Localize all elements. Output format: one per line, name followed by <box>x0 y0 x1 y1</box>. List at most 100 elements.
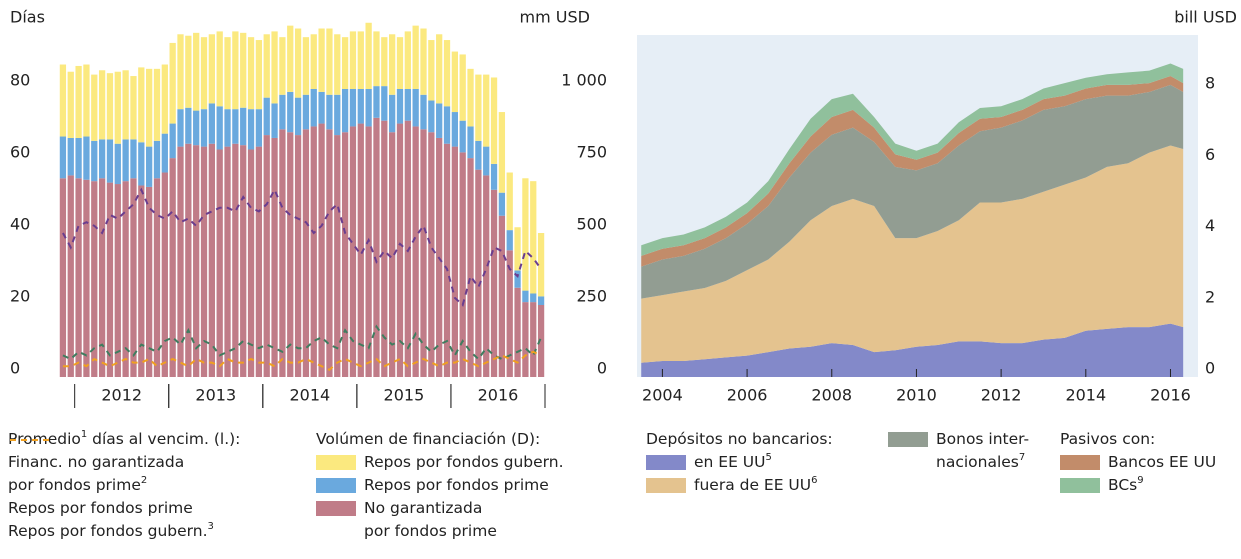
bar <box>365 89 372 127</box>
bar <box>208 34 215 104</box>
legend-title: Volúmen de financiación (D): <box>316 428 564 451</box>
bar <box>247 109 255 150</box>
line <box>62 187 542 307</box>
bar <box>279 37 286 95</box>
legend-item: Repos por fondos prime <box>8 439 240 520</box>
bar <box>216 106 223 150</box>
legend-title: Pasivos con: <box>1060 428 1216 451</box>
bar <box>483 146 490 176</box>
bar <box>373 86 380 118</box>
bar <box>177 146 184 377</box>
bar <box>232 31 239 110</box>
legend-swatch <box>1060 478 1100 493</box>
legend-label: Financ. no garantizada por fondos prime2 <box>8 451 184 497</box>
bar <box>396 37 404 89</box>
bar <box>153 178 161 377</box>
right-axis-unit: mm USD <box>520 8 590 27</box>
footnote: 7 <box>1018 452 1026 463</box>
area <box>641 75 1184 267</box>
bar <box>138 185 145 377</box>
legend-label: Repos por fondos gubern. <box>364 451 564 474</box>
x-tick-label: 2010 <box>896 386 937 405</box>
bar <box>530 302 537 377</box>
bar <box>153 68 161 141</box>
bar <box>451 146 458 377</box>
bar <box>279 129 286 377</box>
legend-label: Repos por fondos gubern.3 <box>8 520 214 543</box>
bar <box>475 140 482 170</box>
bar <box>412 25 419 89</box>
bar <box>294 135 302 377</box>
bar <box>412 126 419 377</box>
bar <box>83 64 90 137</box>
bar <box>451 112 458 147</box>
bar <box>106 139 114 183</box>
bar <box>200 37 208 110</box>
bar <box>404 89 411 121</box>
bar <box>514 287 521 377</box>
y-tick-label: 60 <box>10 143 30 162</box>
bar <box>357 123 364 377</box>
bar <box>334 94 341 136</box>
legend-title: Depósitos no bancarios: <box>646 428 833 451</box>
bar <box>326 28 333 95</box>
bar <box>91 74 98 141</box>
legend-label: Bonos inter- nacionales7 <box>936 428 1029 474</box>
bar <box>185 143 192 377</box>
area <box>641 63 1184 256</box>
left-axis-unit: Días <box>10 8 45 27</box>
bar <box>365 126 372 377</box>
x-tick-label: 2014 <box>289 386 330 405</box>
bar <box>381 86 388 121</box>
bar <box>498 112 506 193</box>
bar <box>240 107 247 146</box>
bar <box>506 230 513 251</box>
bar <box>287 132 294 377</box>
bar <box>420 94 427 130</box>
bar <box>161 133 168 173</box>
x-tick-label: 2013 <box>195 386 236 405</box>
legend-label-text: en EE UU <box>694 453 766 471</box>
bar <box>247 37 255 110</box>
bar <box>263 34 270 98</box>
bar <box>208 103 215 144</box>
bar <box>373 31 380 87</box>
legend-label-text: Bancos EE UU <box>1108 453 1217 471</box>
bar <box>522 302 529 377</box>
line <box>62 350 542 371</box>
bar <box>263 97 270 136</box>
legend-label: BCs9 <box>1108 474 1144 497</box>
bar <box>208 143 215 377</box>
bar <box>443 143 451 377</box>
bar <box>349 31 357 89</box>
bar <box>130 178 137 377</box>
legend-item: Bancos EE UU <box>1060 451 1216 474</box>
y-tick-label: 8 <box>1205 74 1215 93</box>
bar <box>232 143 239 377</box>
bar <box>177 109 184 147</box>
bar <box>506 172 513 231</box>
bar <box>287 91 294 133</box>
footnote: 5 <box>765 452 772 463</box>
bar <box>255 40 263 110</box>
bar <box>483 175 490 377</box>
footnote: 1 <box>80 429 88 440</box>
bar <box>98 139 106 179</box>
bar <box>287 25 294 92</box>
area <box>641 84 1184 299</box>
bar <box>349 89 357 127</box>
bar <box>302 37 310 95</box>
legend-label: Repos por fondos prime <box>8 497 193 520</box>
y-tick-label: 4 <box>1205 216 1215 235</box>
bar <box>428 100 435 133</box>
bar <box>467 68 474 127</box>
bar <box>389 94 396 133</box>
bar <box>169 123 176 159</box>
x-tick-label: 2015 <box>384 386 425 405</box>
legend-item: en EE UU5 <box>646 451 833 474</box>
bar <box>232 109 239 144</box>
bar <box>318 91 325 124</box>
bar <box>67 175 74 377</box>
bar <box>216 31 223 107</box>
bar <box>138 67 145 143</box>
